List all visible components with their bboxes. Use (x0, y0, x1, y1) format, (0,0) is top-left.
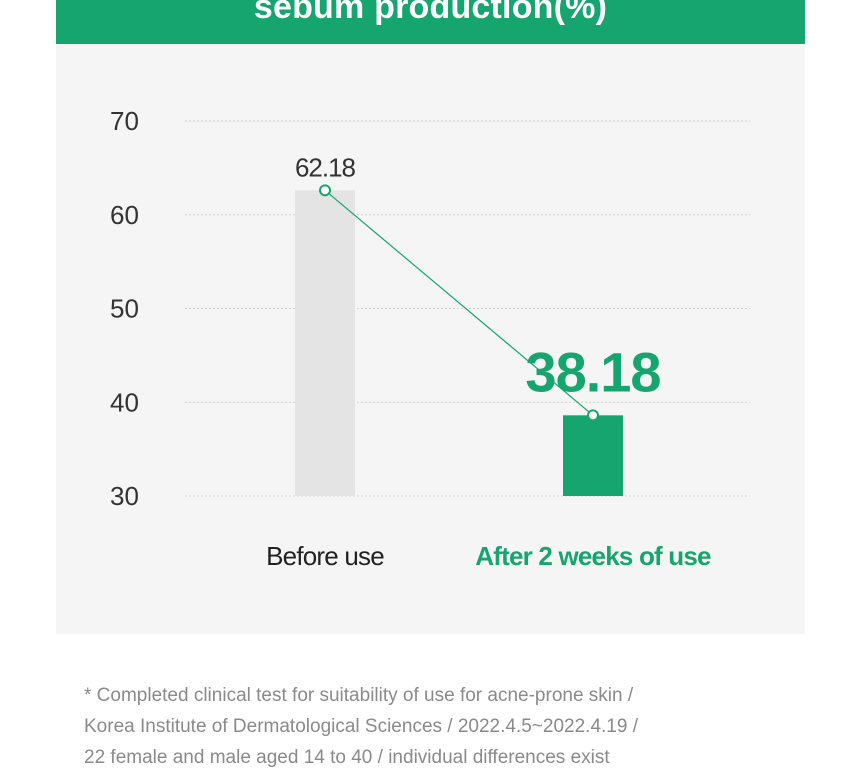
bar-chart: 70 60 50 40 30 62.18 38.18 Before use After 2 we… (110, 106, 750, 571)
x-category-label-after: After 2 weeks of use (475, 541, 711, 571)
trend-point-1 (319, 184, 331, 197)
y-tick-label: 70 (110, 106, 139, 136)
y-tick-label: 50 (110, 294, 139, 324)
chart-panel: 70 60 50 40 30 62.18 38.18 Before use After 2 we… (56, 44, 805, 634)
y-tick-label: 60 (110, 200, 139, 230)
footnote-line-1: * Completed clinical test for suitabilit… (84, 685, 634, 706)
data-label-before: 62.18 (295, 152, 356, 182)
footnote-line-2: Korea Institute of Dermatological Scienc… (84, 716, 638, 737)
bar-after-use (563, 415, 623, 496)
trend-line (324, 189, 594, 416)
x-category-label-before: Before use (266, 541, 384, 571)
footnote: * Completed clinical test for suitabilit… (84, 680, 824, 773)
data-label-after: 38.18 (525, 340, 660, 403)
y-tick-label: 40 (110, 387, 139, 417)
chart-title-banner: sebum production(%) (56, 0, 805, 44)
footnote-line-3: 22 female and male aged 14 to 40 / indiv… (84, 747, 610, 768)
bar-before-use (295, 190, 355, 496)
trend-point-2 (587, 409, 599, 422)
chart-title: sebum production(%) (253, 0, 608, 26)
y-tick-label: 30 (110, 481, 139, 511)
